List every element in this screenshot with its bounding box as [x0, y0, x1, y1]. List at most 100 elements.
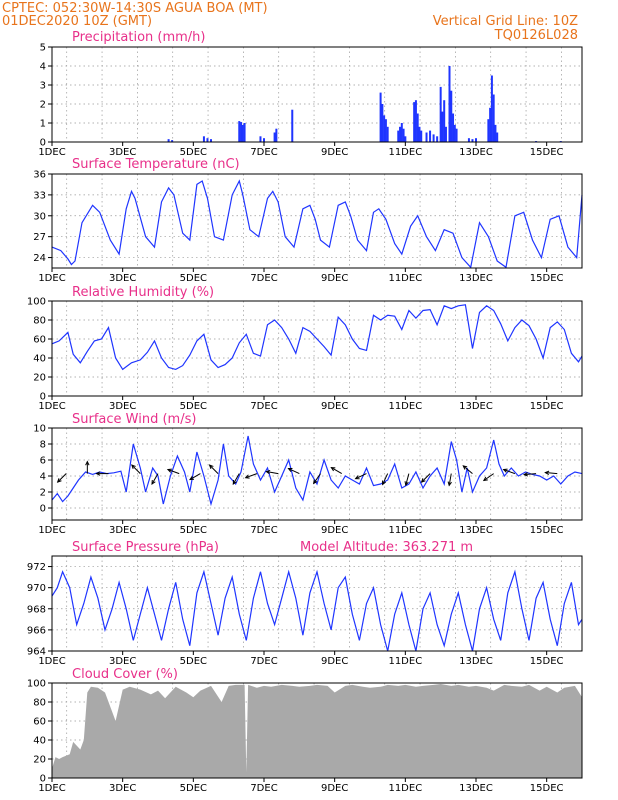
precip-bar: [492, 94, 495, 142]
wind-arrow-shaft: [131, 464, 141, 474]
wind-arrow-shaft: [209, 464, 219, 474]
y-tick-label: 30: [33, 211, 46, 222]
x-tick-label: 13DEC: [459, 525, 493, 536]
precip-bar: [397, 130, 400, 142]
y-tick-label: 36: [33, 170, 46, 181]
x-tick-label: 15DEC: [530, 273, 564, 284]
x-tick-label: 5DEC: [180, 273, 207, 284]
panels: 0 1 2 3 4 5 1DEC 3DEC 5DEC 7DEC 9DEC 11DEC 13DEC 15DE…: [27, 30, 583, 794]
wind-arrow-shaft: [483, 473, 494, 481]
y-tick-label: 27: [33, 232, 46, 243]
y-tick-label: 2: [40, 488, 46, 499]
precip-bar: [448, 66, 451, 142]
x-tick-label: 1DEC: [38, 656, 65, 667]
x-tick-label: 3DEC: [109, 273, 136, 284]
wind-arrow: [151, 473, 159, 485]
wind-arrow-shaft: [331, 467, 342, 475]
y-tick-label: 60: [33, 335, 46, 346]
wind-arrow-shaft: [524, 473, 537, 476]
precip-bar: [259, 136, 262, 142]
y-tick-label: 33: [33, 190, 46, 201]
x-tick-label: 1DEC: [38, 525, 65, 536]
y-tick-label: 80: [33, 316, 46, 327]
series-line: [51, 304, 583, 371]
panel-title: Surface Temperature (nC): [72, 157, 240, 172]
precip-bar: [418, 126, 421, 142]
x-tick-label: 15DEC: [530, 401, 564, 412]
x-tick-label: 7DEC: [250, 525, 277, 536]
wind-arrow-head: [544, 470, 550, 476]
x-tick-label: 3DEC: [109, 147, 136, 158]
wind-arrow-head: [312, 479, 318, 485]
wind-arrow: [131, 464, 141, 474]
wind-arrow: [287, 467, 300, 475]
wind-arrow-shaft: [57, 473, 67, 483]
wind-arrow-head: [404, 481, 409, 487]
precip-bar: [475, 138, 477, 142]
x-tick-label: 9DEC: [321, 525, 348, 536]
x-tick-label: 7DEC: [250, 273, 277, 284]
panel-6: 0 20 40 60 80 100 1DEC 3DEC 5DEC 7DEC 9DEC 11DEC 13D…: [27, 667, 583, 794]
wind-arrow: [312, 473, 321, 485]
y-tick-label: 6: [40, 456, 46, 467]
x-tick-label: 11DEC: [388, 401, 422, 412]
precip-bar: [439, 86, 442, 142]
y-tick-label: 40: [33, 354, 46, 365]
x-tick-label: 5DEC: [180, 656, 207, 667]
x-tick-label: 5DEC: [180, 783, 207, 794]
precip-bar: [467, 138, 470, 142]
y-tick-label: 964: [27, 647, 46, 658]
x-tick-label: 15DEC: [530, 525, 564, 536]
precip-bar: [494, 124, 497, 142]
precip-bar: [171, 140, 174, 142]
wind-arrow-head: [462, 465, 468, 470]
header-model: TQ0126L028: [494, 28, 578, 43]
precip-bar: [443, 100, 446, 142]
series-line: [51, 435, 583, 507]
precip-bar: [210, 139, 212, 142]
precip-bar: [453, 124, 456, 142]
panel-title: Cloud Cover (%): [72, 667, 178, 682]
wind-arrow-shaft: [232, 473, 240, 485]
x-tick-label: 13DEC: [459, 273, 493, 284]
y-tick-label: 80: [33, 698, 46, 709]
precip-bar: [490, 75, 493, 142]
precip-bar: [444, 126, 447, 142]
wind-arrow: [447, 473, 452, 487]
x-tick-label: 13DEC: [459, 401, 493, 412]
precip-bar: [425, 132, 428, 142]
precip-bar: [441, 111, 444, 142]
wind-arrow: [420, 473, 431, 483]
wind-arrow: [208, 464, 219, 474]
x-tick-label: 1DEC: [38, 783, 65, 794]
y-tick-label: 24: [33, 253, 46, 264]
wind-arrow: [189, 473, 201, 481]
panel-frame: [51, 555, 583, 652]
wind-arrow-head: [382, 480, 387, 486]
wind-arrow: [56, 473, 67, 483]
x-tick-label: 15DEC: [530, 656, 564, 667]
y-tick-label: 3: [40, 81, 46, 92]
x-tick-label: 15DEC: [530, 147, 564, 158]
x-tick-label: 7DEC: [250, 147, 277, 158]
precip-bar: [455, 128, 458, 142]
wind-arrow-head: [56, 478, 62, 483]
precip-bar: [243, 123, 246, 142]
panel-title: Relative Humidity (%): [72, 285, 214, 300]
wind-arrow: [166, 468, 180, 475]
panel-1: 0 1 2 3 4 5 1DEC 3DEC 5DEC 7DEC 9DEC 11DEC 13DEC 15DE…: [38, 30, 583, 158]
wind-arrow: [522, 472, 537, 477]
precip-bar: [416, 113, 419, 142]
wind-arrow: [382, 473, 389, 486]
y-tick-label: 0: [40, 774, 46, 785]
y-tick-label: 972: [27, 562, 46, 573]
y-tick-label: 966: [27, 625, 46, 636]
wind-arrow-head: [95, 471, 101, 476]
x-tick-label: 5DEC: [180, 525, 207, 536]
y-tick-label: 4: [40, 62, 46, 73]
x-tick-label: 13DEC: [459, 656, 493, 667]
panel-3: 0 20 40 60 80 100 1DEC 3DEC 5DEC 7DEC 9DEC 11DEC 13D…: [27, 285, 583, 412]
x-tick-label: 9DEC: [321, 147, 348, 158]
precip-bar: [386, 126, 389, 142]
precip-bar: [381, 104, 384, 142]
